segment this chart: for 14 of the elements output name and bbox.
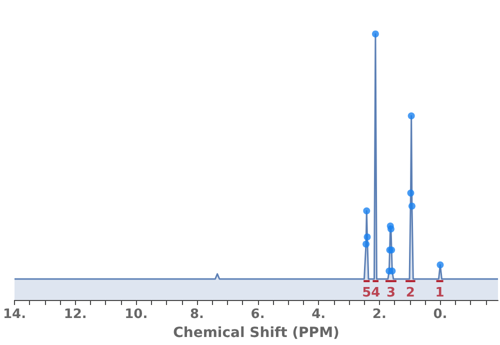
annotation: 5	[362, 286, 372, 301]
x-tick-label: 6.	[250, 307, 265, 322]
x-tick-label: 0.	[433, 307, 448, 322]
x-tick-label: 10.	[124, 307, 148, 322]
x-tick-label: 4.	[312, 307, 326, 322]
x-tick-label: 12.	[64, 307, 87, 322]
annotation: 2	[406, 286, 415, 301]
x-tick-label: 14.	[3, 307, 26, 322]
x-axis-title: Chemical Shift (PPM)	[173, 325, 340, 341]
annotation: 1	[435, 286, 444, 301]
annotation: 3	[386, 286, 396, 301]
x-tick-label: 2.	[372, 307, 386, 322]
annotation: 4	[371, 286, 380, 301]
x-tick-label: 8.	[190, 307, 204, 322]
